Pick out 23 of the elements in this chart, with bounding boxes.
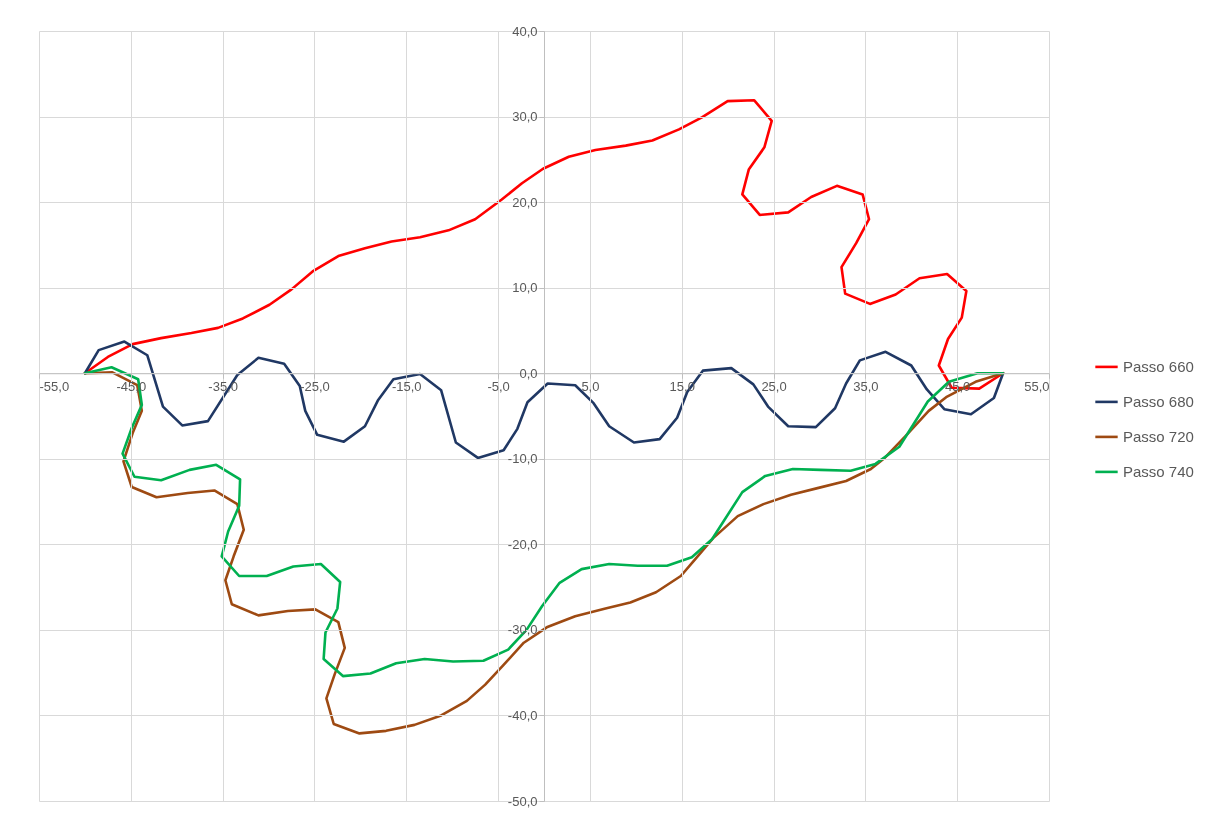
y-tick-label: -40,0 <box>507 707 538 723</box>
y-tick-label: -10,0 <box>507 451 538 467</box>
y-tick-label: 40,0 <box>512 23 538 39</box>
y-tick-label: 0,0 <box>519 365 538 381</box>
x-tick-label: 25,0 <box>761 378 787 394</box>
y-tick-label: 10,0 <box>512 280 538 296</box>
legend-label: Passo 660 <box>1123 357 1194 375</box>
y-tick-label: -50,0 <box>507 793 538 809</box>
legend-label: Passo 740 <box>1123 462 1194 480</box>
x-tick-label: -25,0 <box>300 378 330 394</box>
legend-label: Passo 720 <box>1123 427 1194 445</box>
x-tick-label: 35,0 <box>853 378 879 394</box>
x-tick-label: -55,0 <box>39 378 70 394</box>
x-tick-label: 55,0 <box>1024 378 1050 394</box>
y-tick-label: 20,0 <box>512 194 538 210</box>
y-tick-label: -30,0 <box>507 622 538 638</box>
legend-label: Passo 680 <box>1123 392 1194 410</box>
x-tick-label: 5,0 <box>581 378 600 394</box>
y-tick-label: -20,0 <box>507 536 538 552</box>
line-series <box>83 365 1005 678</box>
x-tick-label: -5,0 <box>487 378 510 394</box>
y-tick-label: 30,0 <box>512 109 538 125</box>
x-tick-label: -15,0 <box>391 378 422 394</box>
